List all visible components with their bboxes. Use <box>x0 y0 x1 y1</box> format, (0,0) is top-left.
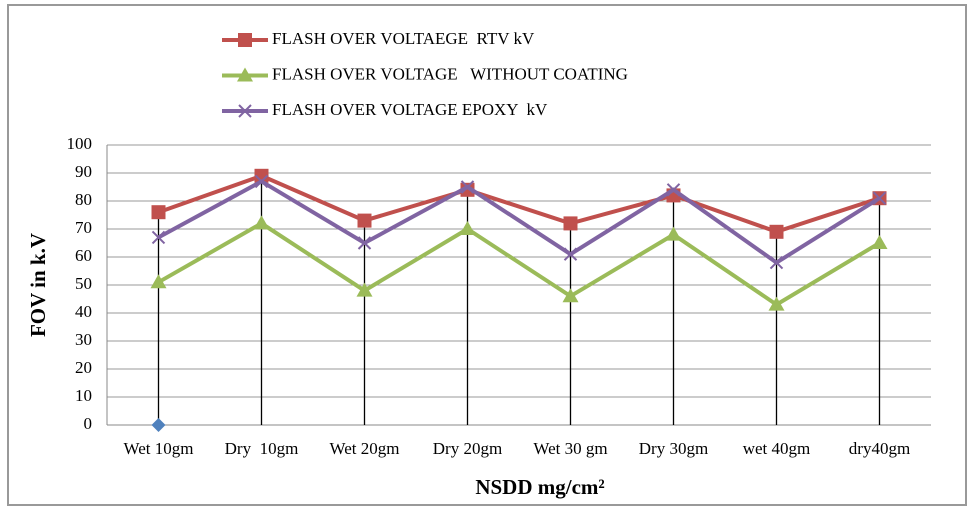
x-tick-label: wet 40gm <box>743 439 811 458</box>
series-line <box>157 173 881 234</box>
marker <box>238 104 252 118</box>
marker <box>151 418 166 432</box>
marker <box>768 296 785 311</box>
y-tick-label: 90 <box>75 162 92 181</box>
marker <box>871 235 888 249</box>
marker <box>666 183 681 197</box>
legend-label: FLASH OVER VOLTAGE WITHOUT COATING <box>272 64 628 83</box>
y-tick-label: 20 <box>75 358 92 377</box>
marker <box>769 224 784 239</box>
y-tick-label: 0 <box>84 414 93 433</box>
y-tick-label: 60 <box>75 246 92 265</box>
x-tick-label: Dry 20gm <box>433 439 502 458</box>
y-axis-title: FOV in k.V <box>26 233 50 337</box>
y-tick-label: 80 <box>75 190 92 209</box>
marker <box>151 205 166 220</box>
x-axis-title: NSDD mg/cm² <box>475 475 604 499</box>
y-tick-label: 10 <box>75 386 92 405</box>
x-tick-label: Dry 10gm <box>225 439 299 458</box>
x-tick-label: Wet 10gm <box>124 439 194 458</box>
legend-label: FLASH OVER VOLTAGE EPOXY kV <box>272 100 548 119</box>
marker <box>665 226 682 241</box>
chart-frame <box>7 4 967 506</box>
legend-label: FLASH OVER VOLTAEGE RTV kV <box>272 29 535 48</box>
x-tick-label: Dry 30gm <box>639 439 708 458</box>
marker <box>459 221 476 235</box>
y-tick-label: 50 <box>75 274 92 293</box>
marker <box>356 282 373 297</box>
series-line <box>157 179 881 266</box>
x-tick-label: Wet 20gm <box>330 439 400 458</box>
marker <box>562 288 579 303</box>
x-tick-label: dry40gm <box>849 439 910 458</box>
marker <box>151 230 166 245</box>
marker <box>563 216 578 231</box>
marker <box>769 255 784 270</box>
marker <box>460 182 475 197</box>
marker <box>237 67 253 82</box>
marker <box>254 174 269 189</box>
y-tick-label: 40 <box>75 302 92 321</box>
marker <box>460 180 475 194</box>
marker <box>357 236 372 250</box>
marker <box>238 33 252 47</box>
marker <box>872 191 887 205</box>
x-tick-label: Wet 30 gm <box>533 439 607 458</box>
marker <box>563 247 578 261</box>
marker <box>357 213 372 228</box>
marker <box>150 274 167 289</box>
y-tick-label: 70 <box>75 218 92 237</box>
marker <box>253 215 270 230</box>
y-tick-label: 30 <box>75 330 92 349</box>
y-tick-label: 100 <box>67 134 93 153</box>
series-line <box>157 221 881 307</box>
